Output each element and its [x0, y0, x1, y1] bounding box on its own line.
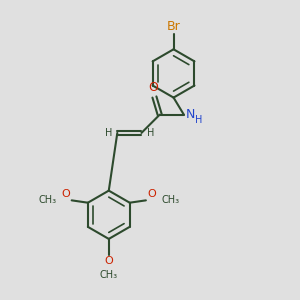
Text: O: O — [148, 81, 158, 94]
Text: Br: Br — [167, 20, 180, 33]
Text: N: N — [186, 108, 196, 121]
Text: CH₃: CH₃ — [161, 195, 179, 205]
Text: O: O — [62, 189, 70, 199]
Text: CH₃: CH₃ — [100, 270, 118, 280]
Text: H: H — [195, 115, 202, 125]
Text: O: O — [104, 256, 113, 266]
Text: CH₃: CH₃ — [38, 195, 56, 205]
Text: H: H — [147, 128, 154, 138]
Text: H: H — [105, 128, 112, 138]
Text: O: O — [147, 189, 156, 199]
